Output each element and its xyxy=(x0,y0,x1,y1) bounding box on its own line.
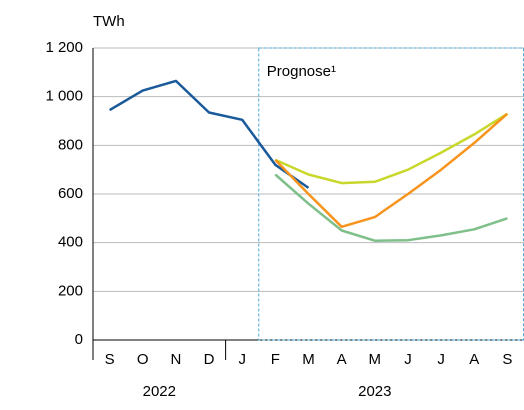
x-tick-label: J xyxy=(404,351,412,368)
y-tick-label: 800 xyxy=(58,136,83,153)
x-tick-label: J xyxy=(238,351,246,368)
x-tick-label: O xyxy=(137,351,149,368)
y-tick-label: 200 xyxy=(58,282,83,299)
series-line xyxy=(274,112,509,229)
y-tick-label: 400 xyxy=(58,234,83,251)
x-tick-label: A xyxy=(337,351,347,368)
x-tick-label: D xyxy=(204,351,215,368)
x-tick-label: A xyxy=(469,351,479,368)
x-tick-label: M xyxy=(369,351,382,368)
y-tick-label: 1 200 xyxy=(45,39,83,56)
y-tick-label: 600 xyxy=(58,185,83,202)
series-line xyxy=(274,112,509,185)
x-tick-label: S xyxy=(502,351,512,368)
x-tick-label: J xyxy=(437,351,445,368)
year-label: 2022 xyxy=(143,383,176,400)
x-tick-label: N xyxy=(170,351,181,368)
series-line xyxy=(108,79,310,189)
y-tick-label: 0 xyxy=(75,331,83,348)
annotation: Prognose¹ xyxy=(267,63,336,80)
x-tick-label: S xyxy=(105,351,115,368)
x-tick-label: F xyxy=(271,351,280,368)
series-line xyxy=(274,173,508,242)
y-axis-label: TWh xyxy=(93,13,125,30)
y-tick-label: 1 000 xyxy=(45,88,83,105)
x-tick-label: M xyxy=(302,351,315,368)
year-label: 2023 xyxy=(358,383,391,400)
